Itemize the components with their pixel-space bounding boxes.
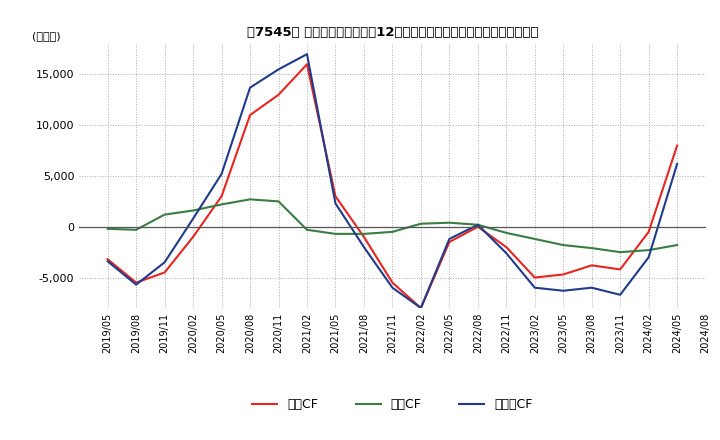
営業CF	[388, 280, 397, 285]
営業CF	[672, 143, 681, 148]
フリーCF	[445, 236, 454, 242]
営業CF	[531, 275, 539, 280]
フリーCF	[531, 285, 539, 290]
フリーCF	[104, 259, 112, 264]
フリーCF	[672, 161, 681, 166]
営業CF	[246, 113, 254, 118]
投賄CF	[672, 242, 681, 248]
投賄CF	[217, 202, 226, 207]
投賄CF	[161, 212, 169, 217]
投賄CF	[531, 236, 539, 242]
フリーCF	[388, 285, 397, 290]
営業CF	[161, 270, 169, 275]
フリーCF	[502, 250, 510, 256]
フリーCF	[246, 85, 254, 90]
投賄CF	[246, 197, 254, 202]
投賄CF	[588, 246, 596, 251]
営業CF	[217, 194, 226, 199]
投賄CF	[474, 222, 482, 227]
営業CF	[445, 239, 454, 245]
投賄CF	[104, 226, 112, 231]
営業CF	[502, 245, 510, 250]
営業CF	[588, 263, 596, 268]
投賄CF	[417, 221, 426, 226]
Title: 【7545】 キャッシュフローの12か月移動合計の対前年同期増減額の推移: 【7545】 キャッシュフローの12か月移動合計の対前年同期増減額の推移	[247, 26, 538, 39]
投賄CF	[331, 231, 340, 237]
フリーCF	[559, 288, 567, 293]
フリーCF	[161, 260, 169, 265]
Legend: 営業CF, 投賄CF, フリーCF: 営業CF, 投賄CF, フリーCF	[248, 393, 537, 416]
投賄CF	[388, 229, 397, 235]
営業CF	[132, 280, 140, 285]
投賄CF	[559, 242, 567, 248]
フリーCF	[588, 285, 596, 290]
フリーCF	[417, 305, 426, 311]
営業CF	[474, 224, 482, 229]
営業CF	[189, 234, 197, 239]
Line: 投賄CF: 投賄CF	[108, 199, 677, 252]
Line: フリーCF: フリーCF	[108, 54, 677, 308]
営業CF	[302, 62, 311, 67]
投賄CF	[445, 220, 454, 225]
営業CF	[274, 92, 283, 97]
フリーCF	[616, 292, 624, 297]
フリーCF	[359, 245, 368, 250]
フリーCF	[217, 171, 226, 176]
営業CF	[644, 229, 653, 235]
フリーCF	[474, 222, 482, 227]
フリーCF	[331, 201, 340, 206]
フリーCF	[274, 67, 283, 72]
投賄CF	[302, 227, 311, 232]
投賄CF	[502, 230, 510, 235]
投賄CF	[359, 231, 368, 237]
フリーCF	[644, 255, 653, 260]
フリーCF	[189, 216, 197, 221]
Text: (百万円): (百万円)	[32, 31, 61, 41]
営業CF	[104, 257, 112, 262]
投賄CF	[132, 227, 140, 232]
投賄CF	[189, 208, 197, 213]
営業CF	[616, 267, 624, 272]
投賄CF	[616, 249, 624, 255]
投賄CF	[644, 247, 653, 253]
Line: 営業CF: 営業CF	[108, 64, 677, 308]
投賄CF	[274, 199, 283, 204]
営業CF	[417, 305, 426, 311]
フリーCF	[132, 282, 140, 287]
営業CF	[359, 234, 368, 239]
営業CF	[559, 272, 567, 277]
営業CF	[331, 194, 340, 199]
フリーCF	[302, 51, 311, 57]
